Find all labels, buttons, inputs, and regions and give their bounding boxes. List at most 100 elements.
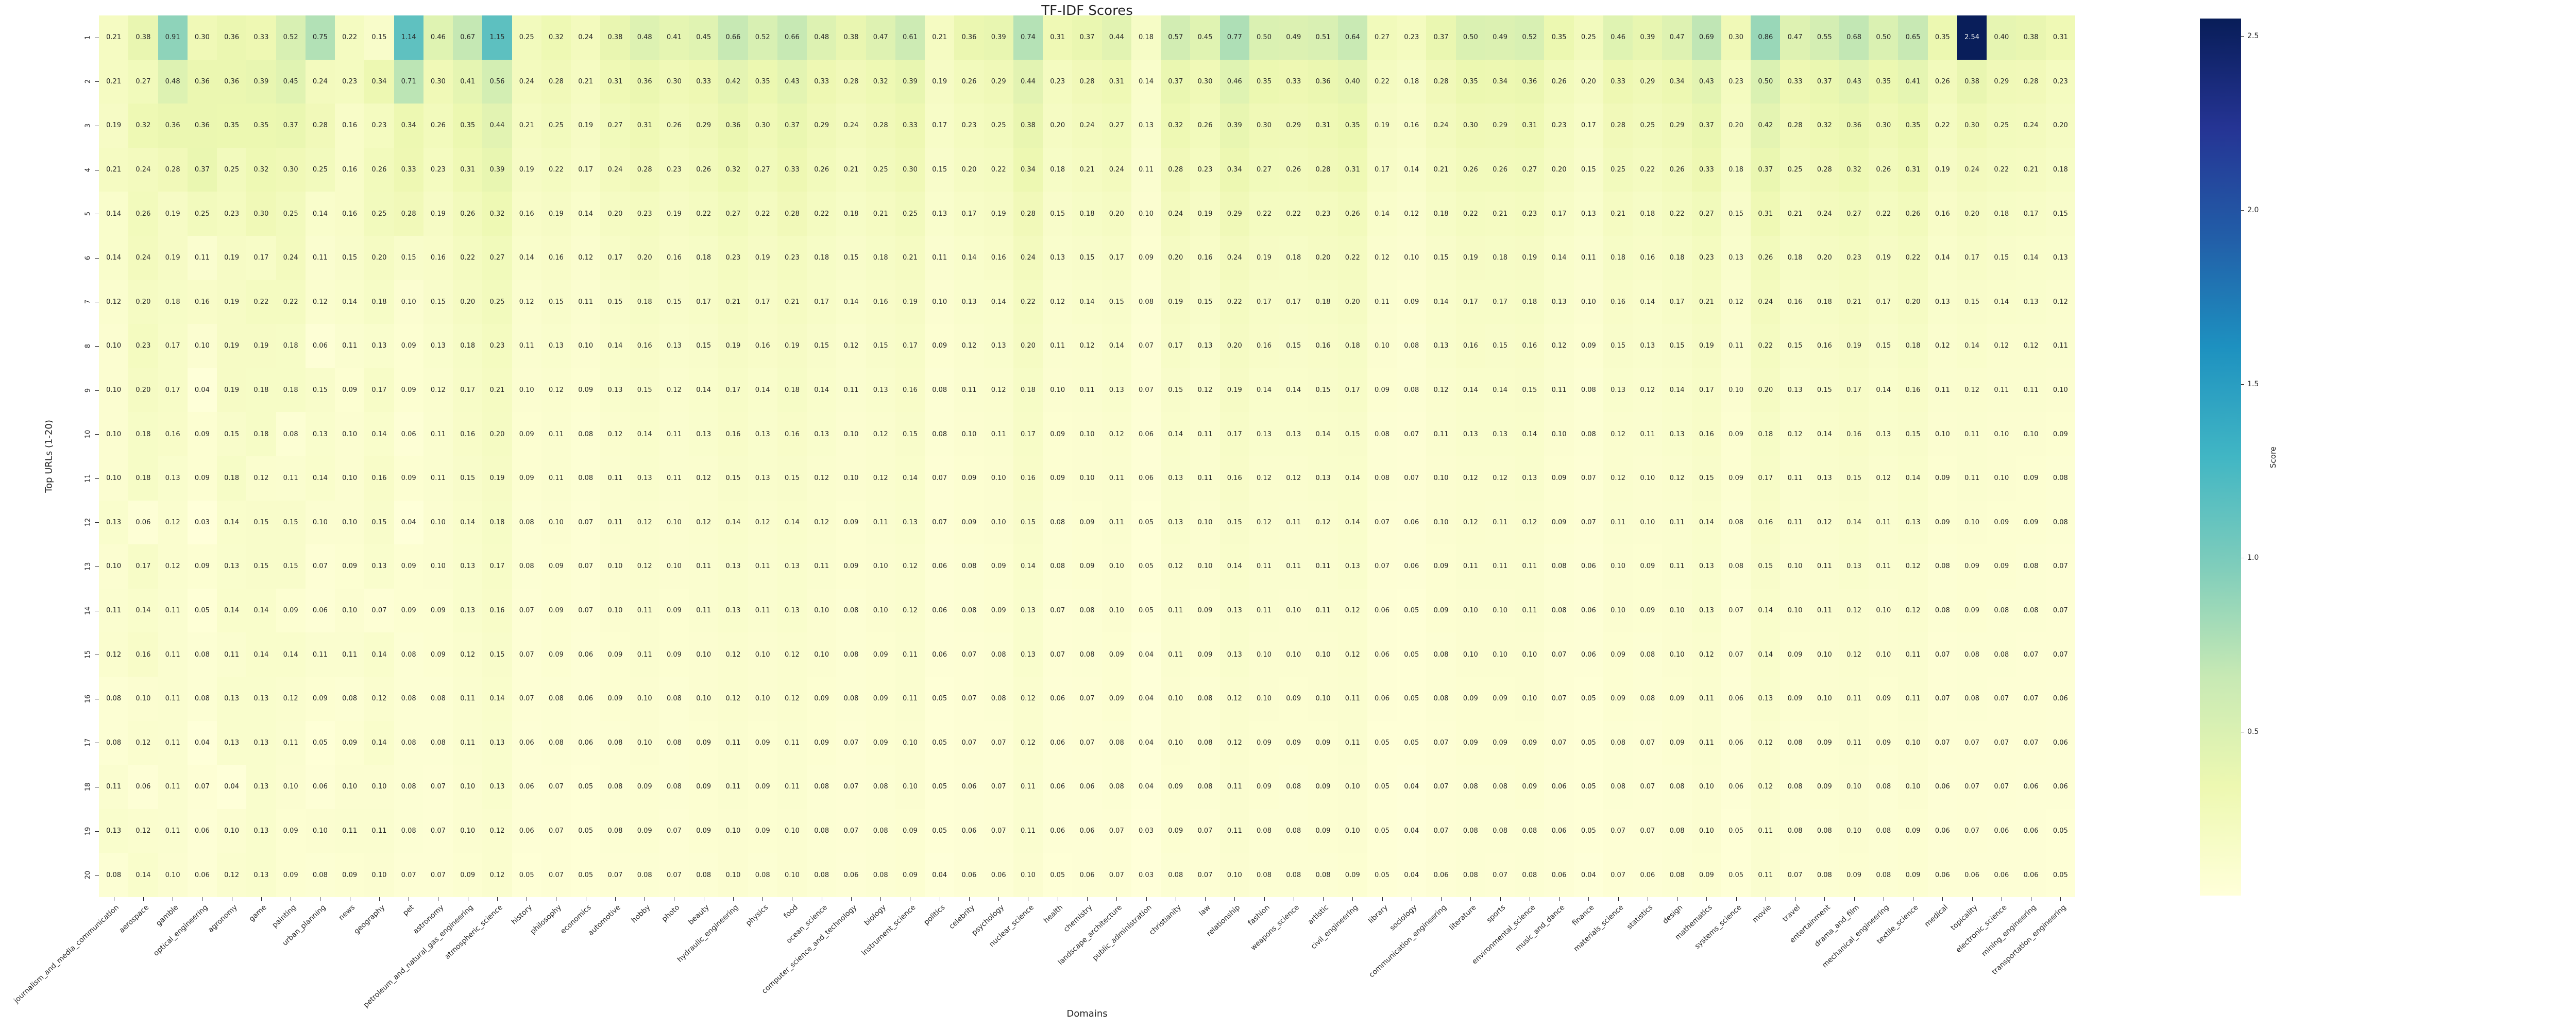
x-tick-label: fashion <box>1246 903 1272 928</box>
heatmap-cell: 0.20 <box>1043 104 1073 148</box>
heatmap-cell: 0.08 <box>866 765 895 809</box>
heatmap-cell: 0.50 <box>1249 15 1279 60</box>
heatmap-cell: 0.11 <box>659 456 689 501</box>
heatmap-cell: 0.05 <box>1573 720 1603 765</box>
heatmap-cell: 0.19 <box>217 235 247 280</box>
heatmap-cell: 0.12 <box>2016 324 2046 368</box>
heatmap-cell: 0.13 <box>1101 368 1131 413</box>
heatmap-cell: 0.21 <box>1839 280 1869 324</box>
heatmap-cell: 0.08 <box>541 676 571 721</box>
heatmap-cell: 0.15 <box>1839 456 1869 501</box>
heatmap-cell: 0.10 <box>748 676 777 721</box>
heatmap-cell: 0.23 <box>1308 192 1338 236</box>
heatmap-cell: 0.10 <box>777 853 807 897</box>
heatmap-cell: 0.51 <box>1308 15 1338 60</box>
heatmap-cell: 0.30 <box>1190 59 1220 104</box>
heatmap-cell: 0.08 <box>630 853 659 897</box>
heatmap-cell: 0.15 <box>1751 544 1781 589</box>
heatmap-cell: 0.28 <box>1161 147 1191 192</box>
heatmap-cell: 0.11 <box>541 412 571 456</box>
heatmap-cell: 0.24 <box>276 235 306 280</box>
heatmap-cell: 0.74 <box>1013 15 1043 60</box>
heatmap-cell: 0.13 <box>866 368 895 413</box>
heatmap-cell: 0.06 <box>571 676 601 721</box>
y-tick-label: 12 <box>84 518 92 527</box>
heatmap-cell: 0.21 <box>895 235 925 280</box>
heatmap-cell: 0.14 <box>1809 412 1839 456</box>
heatmap-cell: 0.24 <box>836 104 866 148</box>
heatmap-cell: 0.15 <box>2045 192 2075 236</box>
heatmap-cell: 0.06 <box>1043 720 1073 765</box>
heatmap-cell: 0.11 <box>1927 368 1957 413</box>
heatmap-cell: 0.19 <box>1367 104 1397 148</box>
heatmap-cell: 0.11 <box>158 765 188 809</box>
heatmap-cell: 0.10 <box>1987 412 2016 456</box>
heatmap-cell: 0.10 <box>453 765 483 809</box>
heatmap-cell: 0.38 <box>1957 59 1987 104</box>
x-tick-label: music_and_dance <box>1514 903 1566 953</box>
colorbar-tick-label: 1.0 <box>2247 554 2259 562</box>
heatmap-cell: 0.08 <box>1721 544 1751 589</box>
heatmap-cell: 0.08 <box>2045 456 2075 501</box>
heatmap-cell: 0.10 <box>99 544 129 589</box>
heatmap-cell: 0.18 <box>1072 192 1102 236</box>
heatmap-cell: 0.12 <box>1219 676 1249 721</box>
heatmap-cell: 0.44 <box>1101 15 1131 60</box>
heatmap-cell: 0.14 <box>364 632 394 677</box>
heatmap-cell: 0.07 <box>954 720 984 765</box>
heatmap-cell: 0.08 <box>1455 765 1485 809</box>
heatmap-cell: 0.17 <box>364 368 394 413</box>
heatmap-cell: 0.21 <box>1780 192 1810 236</box>
heatmap-cell: 0.08 <box>1426 676 1456 721</box>
heatmap-cell: 0.09 <box>866 676 895 721</box>
x-tick-mark <box>615 897 616 901</box>
heatmap-cell: 0.15 <box>305 368 335 413</box>
heatmap-cell: 0.09 <box>1485 720 1515 765</box>
heatmap-cell: 0.09 <box>1721 412 1751 456</box>
heatmap-cell: 0.08 <box>99 720 129 765</box>
heatmap-cell: 0.11 <box>1869 544 1899 589</box>
heatmap-cell: 0.15 <box>1072 235 1102 280</box>
x-tick-mark <box>1972 897 1973 901</box>
heatmap-cell: 0.09 <box>1544 500 1574 545</box>
heatmap-cell: 0.38 <box>600 15 630 60</box>
heatmap-cell: 0.11 <box>1898 676 1928 721</box>
heatmap-cell: 0.17 <box>1219 412 1249 456</box>
heatmap-cell: 0.13 <box>1219 588 1249 633</box>
y-tick-label: 19 <box>84 827 92 835</box>
heatmap-cell: 0.14 <box>128 853 158 897</box>
heatmap-cell: 0.09 <box>305 676 335 721</box>
heatmap-cell: 0.15 <box>364 500 394 545</box>
heatmap-cell: 0.12 <box>571 235 601 280</box>
heatmap-cell: 0.15 <box>423 280 453 324</box>
heatmap-cell: 0.10 <box>335 456 365 501</box>
heatmap-cell: 0.25 <box>1987 104 2016 148</box>
heatmap-cell: 0.31 <box>2045 15 2075 60</box>
heatmap-cell: 0.08 <box>659 676 689 721</box>
heatmap-cell: 0.10 <box>777 809 807 853</box>
heatmap-cell: 0.11 <box>1101 500 1131 545</box>
heatmap-cell: 0.66 <box>777 15 807 60</box>
heatmap-cell: 0.42 <box>1751 104 1781 148</box>
heatmap-cell: 0.26 <box>1485 147 1515 192</box>
heatmap-cell: 0.07 <box>2016 720 2046 765</box>
heatmap-cell: 0.15 <box>1780 324 1810 368</box>
heatmap-cell: 0.32 <box>1839 147 1869 192</box>
heatmap-cell: 0.13 <box>364 324 394 368</box>
heatmap-cell: 0.08 <box>1249 853 1279 897</box>
heatmap-cell: 0.18 <box>276 368 306 413</box>
heatmap-cell: 0.09 <box>836 500 866 545</box>
heatmap-cell: 0.21 <box>718 280 748 324</box>
heatmap-cell: 0.11 <box>1190 456 1220 501</box>
x-tick-label: travel <box>1781 903 1803 924</box>
heatmap-cell: 0.06 <box>925 632 955 677</box>
heatmap-cell: 0.37 <box>1161 59 1191 104</box>
heatmap-cell: 0.09 <box>335 720 365 765</box>
heatmap-cell: 0.05 <box>1043 853 1073 897</box>
heatmap-cell: 0.10 <box>1072 456 1102 501</box>
heatmap-cell: 0.07 <box>984 809 1013 853</box>
heatmap-cell: 0.09 <box>807 676 837 721</box>
heatmap-cell: 0.09 <box>748 765 777 809</box>
heatmap-cell: 0.19 <box>482 456 512 501</box>
heatmap-cell: 0.11 <box>895 632 925 677</box>
